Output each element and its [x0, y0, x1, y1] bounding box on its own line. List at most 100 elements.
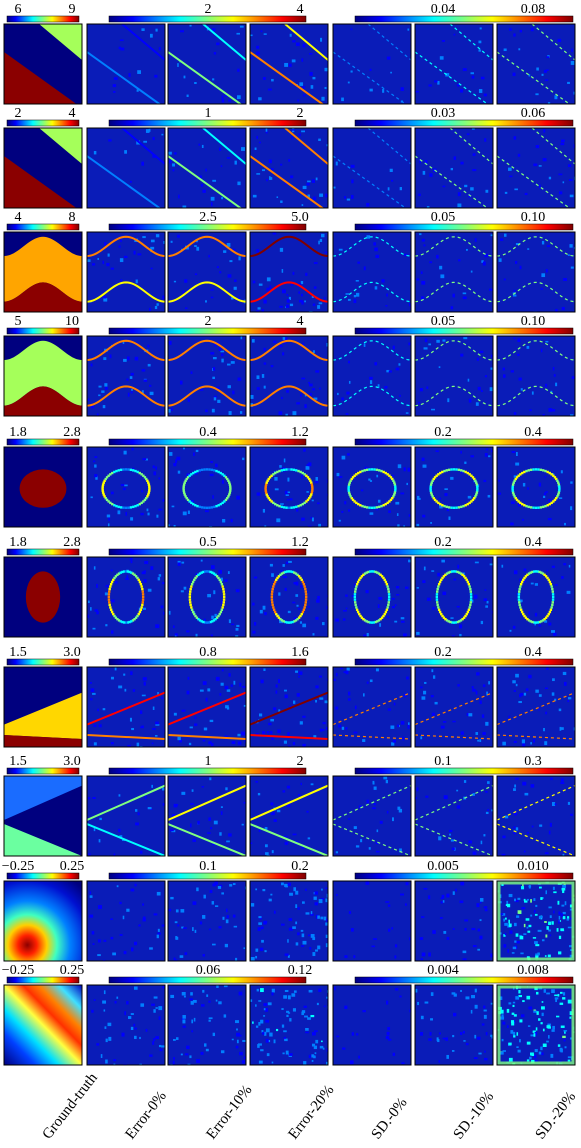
noise-speck: [538, 624, 542, 627]
noise-speck: [346, 667, 350, 671]
noise-speck: [408, 342, 411, 346]
noise-speck: [544, 921, 547, 923]
map-background: [250, 776, 328, 856]
interface-mark: [377, 619, 381, 622]
noise-speck: [310, 516, 313, 519]
noise-speck: [209, 719, 214, 723]
interface-mark: [388, 500, 391, 503]
interface-mark: [497, 155, 571, 208]
noise-speck: [235, 635, 239, 637]
noise-speck: [142, 677, 147, 681]
noise-speck: [190, 1001, 194, 1005]
image-frame: [414, 335, 494, 417]
noise-speck: [220, 577, 223, 582]
interface-mark: [113, 614, 116, 618]
image-frame: [86, 880, 166, 962]
interface-mark: [532, 468, 535, 471]
interface-mark: [286, 621, 289, 624]
noise-speck: [374, 286, 378, 290]
interface-mark: [347, 485, 350, 488]
noise-speck: [110, 569, 113, 572]
noise-speck: [491, 354, 493, 358]
noise-speck: [442, 720, 447, 723]
noise-speck: [535, 953, 539, 957]
noise-speck: [557, 1044, 561, 1047]
noise-speck: [400, 492, 405, 495]
interface-mark: [308, 497, 311, 500]
interface-mark: [382, 614, 385, 618]
noise-speck: [236, 1039, 239, 1044]
noise-speck: [171, 814, 176, 817]
noise-speck: [287, 491, 291, 494]
interface-mark: [293, 620, 296, 623]
field-inclusion: [25, 571, 61, 623]
noise-speck: [549, 822, 552, 827]
interface-mark: [213, 505, 216, 509]
ground-truth-field: [4, 985, 82, 1065]
interface-mark: [392, 495, 395, 498]
noise-speck: [317, 945, 321, 950]
noise-speck: [546, 992, 550, 995]
interface-mark: [137, 612, 140, 616]
noise-speck: [219, 147, 222, 151]
noise-speck: [222, 518, 226, 523]
noise-speck: [262, 889, 266, 892]
noise-speck: [406, 482, 408, 486]
field-region: [4, 156, 82, 208]
noise-speck: [210, 288, 214, 291]
noise-speck: [107, 253, 110, 257]
interface-mark: [521, 502, 524, 506]
interface-mark: [394, 489, 397, 492]
noise-speck: [542, 1028, 545, 1032]
interface-mark: [387, 595, 391, 599]
noise-speck: [207, 832, 211, 834]
noise-speck: [149, 307, 151, 312]
noise-speck: [303, 1005, 307, 1008]
noise-speck: [105, 584, 110, 588]
interface-mark: [384, 580, 388, 584]
noise-speck: [309, 393, 312, 396]
noise-speck: [302, 940, 307, 945]
interface-mark: [439, 471, 442, 475]
noise-speck: [569, 904, 573, 908]
noise-speck: [544, 476, 547, 478]
sd-colorbar: [354, 548, 574, 556]
noise-speck: [530, 27, 534, 32]
noise-speck: [353, 955, 356, 959]
interface-mark: [113, 576, 116, 580]
noise-speck: [561, 576, 564, 579]
interface-mark: [272, 608, 276, 611]
noise-speck: [305, 1027, 309, 1031]
noise-speck: [513, 570, 518, 575]
noise-speck: [262, 508, 266, 513]
interface-mark: [274, 502, 277, 506]
interface-mark: [301, 502, 304, 506]
noise-speck: [177, 470, 181, 474]
noise-speck: [280, 503, 284, 505]
map-background: [87, 232, 165, 312]
image-frame: [496, 880, 576, 962]
noise-speck: [563, 1039, 566, 1042]
noise-speck: [271, 737, 274, 740]
noise-speck: [211, 408, 215, 413]
noise-speck: [181, 926, 184, 929]
image-frame: [249, 775, 329, 857]
interface-mark: [439, 502, 442, 506]
noise-speck: [261, 309, 264, 312]
noise-speck: [471, 686, 474, 689]
noise-speck: [438, 836, 442, 841]
interface-mark: [386, 501, 389, 505]
interface-mark: [192, 502, 195, 506]
noise-speck: [147, 807, 152, 810]
interface-mark: [141, 603, 144, 607]
noise-speck: [175, 804, 179, 806]
interface-mark: [436, 601, 439, 604]
noise-speck: [519, 935, 524, 940]
noise-speck: [364, 466, 368, 470]
noise-speck: [301, 130, 305, 133]
noise-speck: [503, 934, 506, 937]
interface-mark: [447, 620, 450, 623]
colorbar-tick-label: 1.8: [9, 535, 27, 550]
interface-mark: [291, 620, 294, 624]
interface-mark: [110, 610, 114, 614]
